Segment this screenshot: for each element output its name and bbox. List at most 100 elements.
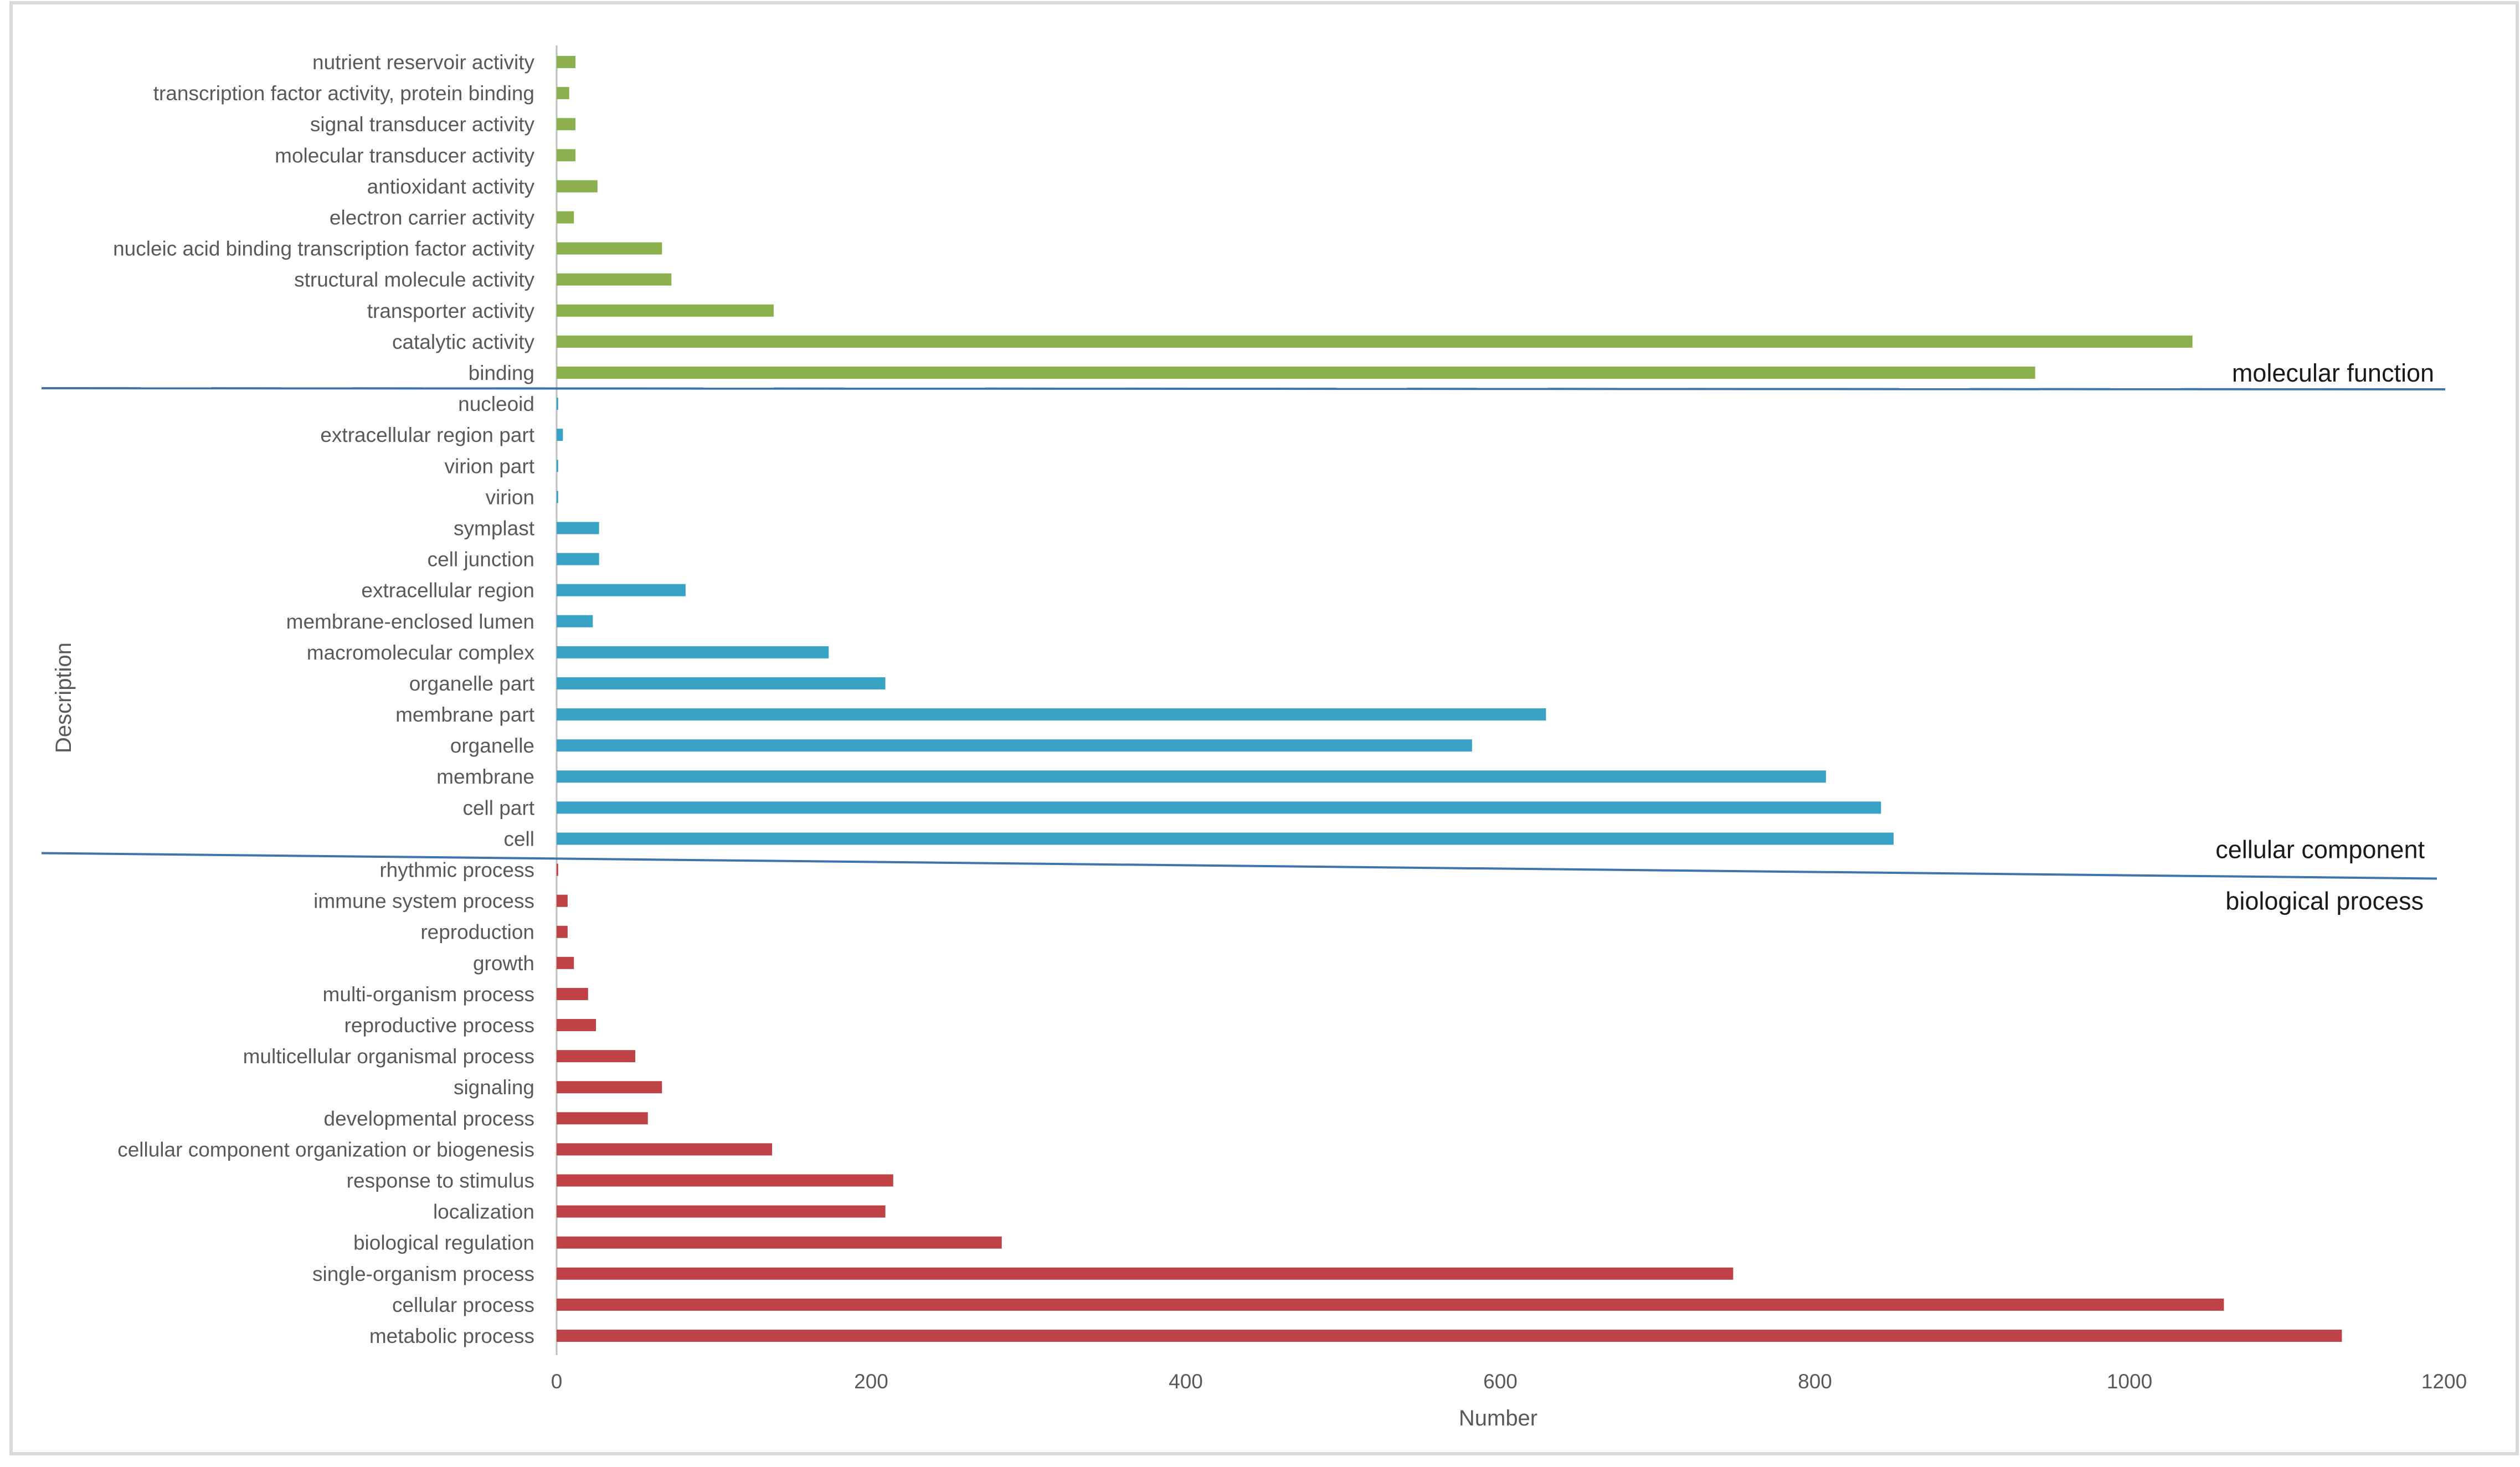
category-label: membrane part [395,703,535,726]
bar-transporter-activity [557,304,774,317]
bar-cell-part [557,801,1881,814]
bar-membrane-part [557,708,1546,721]
bar-structural-molecule-activity [557,273,672,286]
bar-localization [557,1205,886,1218]
category-label: response to stimulus [347,1170,534,1192]
category-label: signal transducer activity [310,113,535,136]
category-label: rhythmic process [379,859,534,882]
category-label: cell [503,827,534,850]
category-label: cellular component organization or bioge… [117,1138,534,1161]
category-label: biological regulation [353,1232,534,1254]
x-tick-label: 800 [1798,1370,1832,1393]
bar-reproduction [557,925,568,938]
category-label: growth [473,952,534,975]
x-tick-label: 400 [1169,1370,1203,1393]
category-label: reproductive process [344,1014,534,1037]
bar-response-to-stimulus [557,1174,893,1187]
bar-organelle-part [557,677,886,689]
category-label: membrane-enclosed lumen [286,610,534,633]
bar-virion-part [557,460,558,472]
category-label: organelle [450,734,534,757]
category-label: transcription factor activity, protein b… [153,82,534,105]
bars-layer [557,56,2342,1342]
category-label: nucleoid [458,393,534,415]
x-tick-label: 200 [854,1370,888,1393]
category-label: organelle part [409,672,535,695]
bar-rhythmic-process [557,863,558,876]
category-label: macromolecular complex [307,641,535,664]
bar-transcription-factor-activity-protein-binding [557,87,569,100]
bar-growth [557,956,574,969]
bar-nutrient-reservoir-activity [557,56,576,68]
bar-electron-carrier-activity [557,211,574,224]
category-label: structural molecule activity [294,269,534,291]
x-tick-label: 600 [1483,1370,1518,1393]
category-label: cell part [462,796,534,819]
bar-catalytic-activity [557,335,2193,348]
category-label: transporter activity [367,300,535,322]
category-label: extracellular region part [320,424,534,446]
bar-extracellular-region [557,584,686,596]
category-label: immune system process [313,890,534,913]
category-label: reproduction [420,921,534,944]
group-separator-line [41,852,2437,880]
bar-signal-transducer-activity [557,118,576,131]
bar-symplast [557,522,599,534]
bar-developmental-process [557,1112,648,1125]
category-label: binding [469,362,534,384]
group-label: cellular component [2215,835,2425,863]
category-label: antioxidant activity [367,175,535,198]
group-label: biological process [2225,887,2424,915]
y-axis-title: Description [52,642,76,753]
category-label: developmental process [324,1107,535,1130]
category-label: signaling [454,1076,534,1099]
category-label: multi-organism process [323,983,534,1006]
x-tick-label: 1000 [2107,1370,2152,1393]
x-tick-label: 1200 [2421,1370,2467,1393]
category-label: membrane [436,765,534,788]
bar-antioxidant-activity [557,180,598,193]
category-label: extracellular region [361,579,534,602]
bar-extracellular-region-part [557,429,563,441]
category-label: single-organism process [312,1263,534,1285]
bar-reproductive-process [557,1019,596,1032]
bar-multicellular-organismal-process [557,1050,635,1063]
bar-cell [557,832,1894,845]
group-separator-line [41,387,2446,391]
category-label: cell junction [428,548,534,571]
category-label: virion part [445,455,535,477]
x-axis-title: Number [1459,1406,1537,1430]
category-label: catalytic activity [392,331,535,353]
bar-molecular-transducer-activity [557,149,576,162]
category-label: electron carrier activity [330,206,535,229]
bar-single-organism-process [557,1267,1734,1280]
category-label: metabolic process [369,1325,534,1347]
category-label: molecular transducer activity [275,144,534,167]
category-label: nutrient reservoir activity [312,51,534,74]
bar-organelle [557,739,1472,752]
bar-nucleoid [557,398,558,410]
bar-nucleic-acid-binding-transcription-factor-activity [557,242,662,255]
category-labels-layer: nutrient reservoir activity transcription… [113,51,535,1347]
bar-multi-organism-process [557,987,588,1000]
bar-membrane-enclosed-lumen [557,615,593,627]
category-label: multicellular organismal process [243,1045,534,1068]
category-label: cellular process [392,1294,534,1316]
bar-signaling [557,1081,662,1094]
bar-metabolic-process [557,1330,2342,1342]
group-label: molecular function [2232,359,2434,387]
category-label: symplast [454,517,535,539]
category-label: localization [433,1201,534,1223]
category-label: nucleic acid binding transcription facto… [113,238,534,260]
bar-cellular-process [557,1298,2224,1311]
bar-cell-junction [557,553,599,565]
x-tick-label: 0 [551,1370,563,1393]
bar-virion [557,491,558,503]
bar-membrane [557,770,1826,783]
group-labels-layer: molecular function cellular component biol… [41,359,2446,915]
bar-biological-regulation [557,1236,1002,1249]
x-ticks-layer: 0 200 400 600 800 1000 1200 [551,1370,2467,1393]
bar-immune-system-process [557,894,568,907]
